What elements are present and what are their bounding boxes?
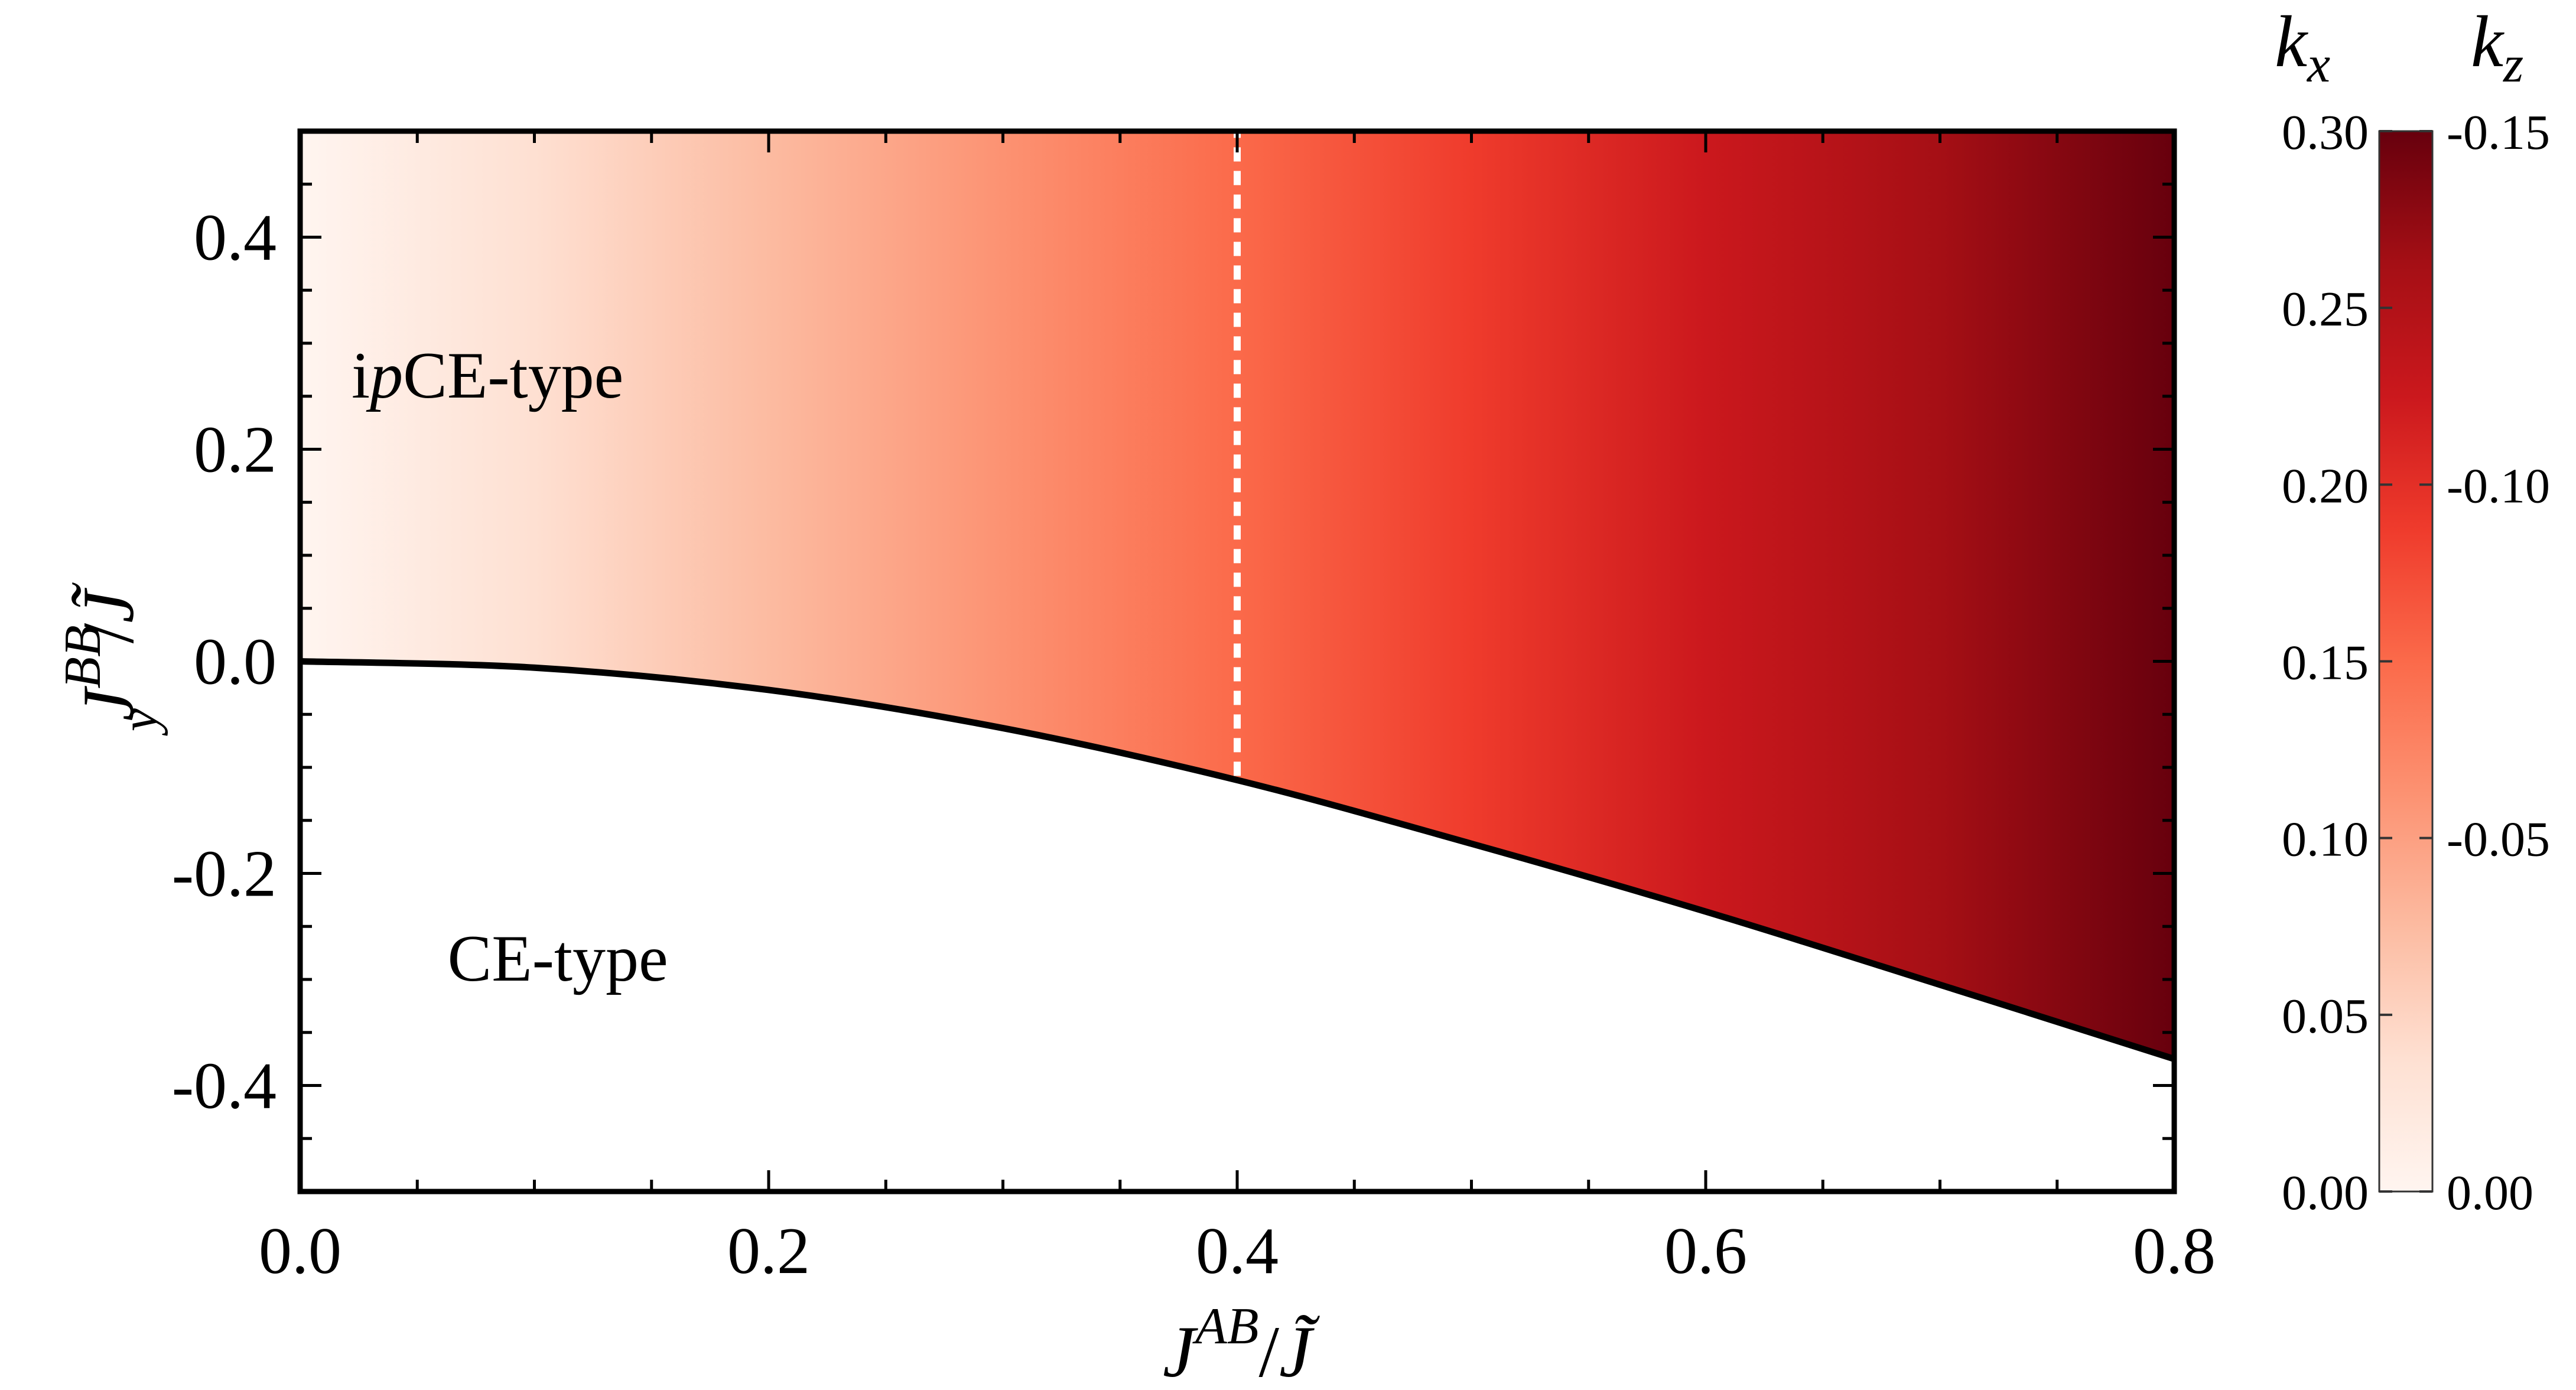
y-tick-label: 0.4 — [194, 201, 277, 275]
colorbar-kz-tick-label: -0.05 — [2447, 812, 2550, 867]
y-axis-label: JBBy/J̃ — [54, 582, 168, 736]
y-tick-label: 0.2 — [194, 414, 277, 487]
ipce-type-region — [300, 131, 2174, 1059]
plot-frame — [297, 128, 2177, 1194]
colorbar-kx-tick-label: 0.00 — [2282, 1166, 2369, 1220]
colorbar-kx-tick-label: 0.15 — [2282, 636, 2369, 691]
colorbar-kx-tick-label: 0.20 — [2282, 458, 2369, 513]
colorbar-kz-tick-label: 0.00 — [2447, 1166, 2533, 1220]
colorbar-kx-tick-label: 0.30 — [2282, 105, 2369, 160]
svg-text:JBBy/J̃: JBBy/J̃ — [54, 582, 168, 736]
x-axis-label: JAB/J̃ — [1163, 1298, 1320, 1390]
y-tick-label: -0.2 — [172, 838, 277, 911]
x-tick-labels: 0.0 0.2 0.4 0.6 0.8 — [259, 1215, 2216, 1288]
colorbar-kx-tick-label: 0.10 — [2282, 812, 2369, 867]
plot-area: ipCE-type CE-type — [297, 128, 2177, 1194]
y-tick-labels: 0.4 0.2 0.0 -0.2 -0.4 — [172, 201, 277, 1123]
colorbar-kx-title: kx — [2275, 1, 2330, 93]
region-label-ipce-type: ipCE-type — [352, 339, 623, 412]
x-tick-label: 0.2 — [727, 1215, 810, 1288]
colorbar-kx-ticks: 0.00 0.05 0.10 0.15 0.20 0.25 0.30 — [2282, 105, 2392, 1220]
colorbar: 0.00 0.05 0.10 0.15 0.20 0.25 0.30 0.00 -0.05 -0… — [2275, 1, 2550, 1220]
colorbar-kz-title: kz — [2471, 1, 2523, 93]
region-label-ce-type: CE-type — [448, 922, 668, 995]
y-tick-label: -0.4 — [172, 1050, 277, 1123]
y-tick-label: 0.0 — [194, 626, 277, 699]
x-tick-label: 0.6 — [1664, 1215, 1747, 1288]
colorbar-kx-tick-label: 0.05 — [2282, 989, 2369, 1044]
x-tick-label: 0.4 — [1196, 1215, 1279, 1288]
x-tick-label: 0.8 — [2133, 1215, 2216, 1288]
colorbar-kx-tick-label: 0.25 — [2282, 282, 2369, 337]
colorbar-kz-tick-label: -0.10 — [2447, 458, 2550, 513]
x-tick-label: 0.0 — [259, 1215, 341, 1288]
colorbar-kz-tick-label: -0.15 — [2447, 105, 2550, 160]
colorbar-kz-ticks: 0.00 -0.05 -0.10 -0.15 — [2419, 105, 2550, 1220]
phase-boundary-line — [300, 658, 2175, 1062]
